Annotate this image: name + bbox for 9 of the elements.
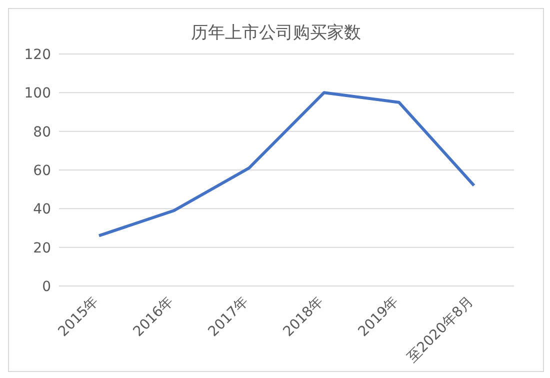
y-tick-label: 20: [33, 240, 51, 256]
y-tick-label: 120: [24, 46, 51, 63]
chart-title: 历年上市公司购买家数: [190, 22, 362, 44]
y-tick-label: 0: [42, 278, 51, 295]
y-tick-label: 60: [33, 162, 51, 179]
y-tick-label: 40: [33, 202, 51, 218]
line-series: [98, 91, 476, 238]
y-tick-label: 80: [33, 124, 51, 140]
y-tick-label: 100: [24, 86, 51, 102]
